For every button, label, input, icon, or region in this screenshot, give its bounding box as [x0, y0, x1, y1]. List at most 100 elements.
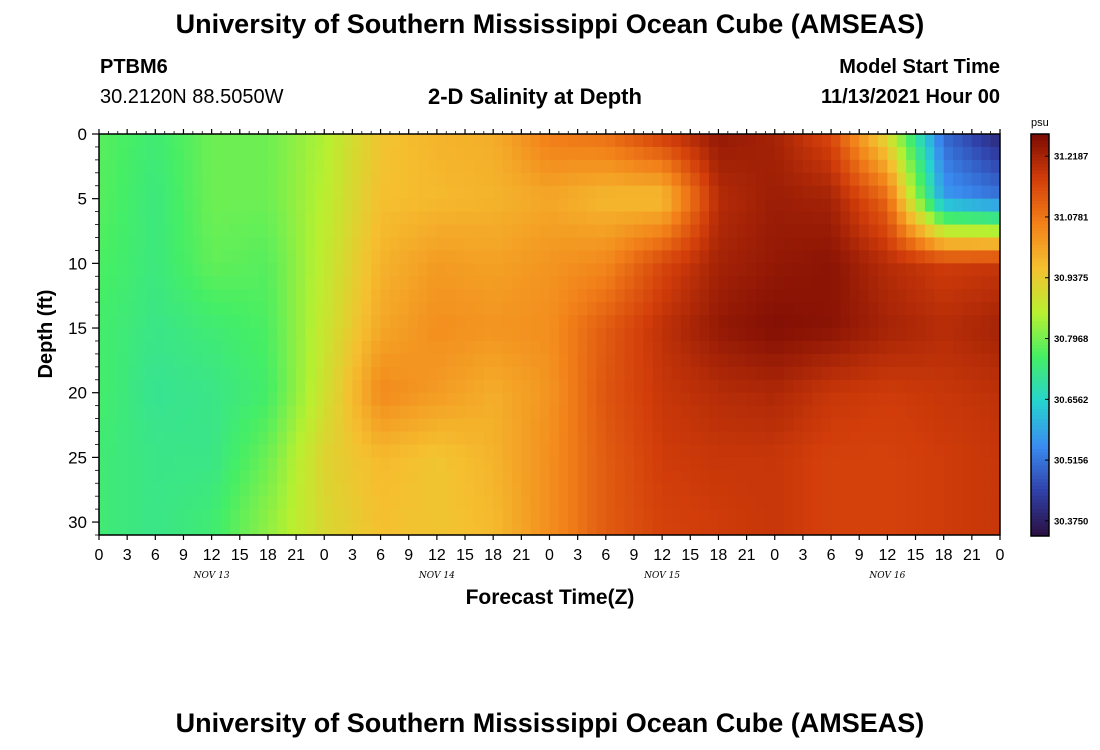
heatmap-cell	[868, 198, 879, 213]
heatmap-cell	[821, 250, 832, 264]
heatmap-cell	[530, 405, 541, 420]
heatmap-cell	[887, 418, 898, 433]
heatmap-cell	[540, 405, 551, 420]
heatmap-cell	[877, 315, 888, 329]
heatmap-cell	[577, 431, 588, 446]
heatmap-cell	[680, 470, 691, 484]
heatmap-cell	[596, 185, 607, 200]
heatmap-cell	[727, 250, 738, 264]
heatmap-cell	[286, 328, 297, 342]
heatmap-cell	[446, 289, 457, 303]
heatmap-cell	[868, 315, 879, 329]
heatmap-cell	[971, 405, 982, 420]
heatmap-cell	[371, 146, 382, 161]
heatmap-cell	[671, 444, 682, 458]
heatmap-cell	[821, 431, 832, 446]
heatmap-cell	[286, 431, 297, 446]
heatmap-cell	[643, 146, 654, 161]
heatmap-cell	[465, 146, 476, 161]
heatmap-cell	[587, 211, 598, 226]
heatmap-cell	[558, 198, 569, 213]
heatmap-cell	[465, 276, 476, 290]
heatmap-cell	[924, 237, 935, 252]
heatmap-cell	[709, 418, 720, 433]
heatmap-cell	[709, 431, 720, 446]
heatmap-cell	[971, 211, 982, 226]
station-coordinates: 30.2120N 88.5050W	[100, 86, 284, 108]
heatmap-cell	[953, 211, 964, 226]
heatmap-cell	[511, 198, 522, 213]
heatmap-cell	[155, 431, 166, 446]
colorbar-segment	[1031, 140, 1049, 145]
heatmap-cell	[511, 340, 522, 355]
heatmap-cell	[221, 315, 231, 329]
heatmap-cell	[380, 431, 391, 446]
heatmap-cell	[352, 328, 363, 342]
heatmap-cell	[840, 237, 851, 252]
heatmap-cell	[915, 444, 926, 458]
heatmap-cell	[849, 302, 860, 316]
heatmap-cell	[389, 496, 400, 510]
heatmap-cell	[615, 418, 626, 433]
heatmap-cell	[624, 379, 635, 394]
heatmap-cell	[324, 289, 335, 303]
heatmap-cell	[258, 224, 269, 239]
heatmap-cell	[906, 444, 917, 458]
heatmap-cell	[408, 250, 419, 264]
heatmap-cell	[577, 198, 588, 213]
heatmap-cell	[709, 366, 720, 381]
heatmap-cell	[399, 211, 410, 226]
heatmap-cell	[455, 172, 466, 187]
heatmap-cell	[737, 418, 748, 433]
heatmap-cell	[896, 289, 907, 303]
heatmap-cell	[258, 315, 269, 329]
heatmap-cell	[483, 483, 494, 497]
heatmap-cell	[943, 250, 954, 264]
heatmap-cell	[136, 496, 147, 510]
heatmap-cell	[718, 250, 729, 264]
heatmap-cell	[418, 146, 429, 161]
x-tick-label: 18	[484, 547, 502, 564]
heatmap-cell	[249, 509, 260, 523]
heatmap-cell	[249, 159, 260, 174]
heatmap-cell	[455, 185, 466, 200]
heatmap-cell	[296, 328, 307, 342]
heatmap-cell	[221, 483, 231, 497]
heatmap-cell	[568, 302, 579, 316]
heatmap-cell	[990, 172, 1000, 187]
heatmap-cell	[765, 496, 776, 510]
heatmap-cell	[174, 483, 185, 497]
heatmap-cell	[286, 211, 297, 226]
heatmap-cell	[774, 237, 785, 252]
heatmap-cell	[859, 185, 870, 200]
heatmap-cell	[493, 134, 504, 148]
heatmap-cell	[380, 483, 391, 497]
heatmap-cell	[455, 405, 466, 420]
heatmap-cell	[183, 392, 194, 407]
heatmap-cell	[136, 134, 147, 148]
heatmap-cell	[436, 134, 447, 148]
heatmap-cell	[662, 263, 673, 277]
heatmap-cell	[962, 159, 973, 174]
heatmap-cell	[812, 509, 823, 523]
heatmap-cell	[577, 340, 588, 355]
heatmap-cell	[427, 315, 438, 329]
heatmap-cell	[277, 315, 288, 329]
heatmap-cell	[718, 185, 729, 200]
heatmap-cell	[558, 172, 569, 187]
heatmap-cell	[596, 146, 607, 161]
heatmap-cell	[849, 509, 860, 523]
heatmap-cell	[99, 444, 109, 458]
heatmap-cell	[774, 392, 785, 407]
heatmap-cell	[624, 315, 635, 329]
heatmap-cell	[267, 198, 278, 213]
heatmap-cell	[943, 483, 954, 497]
heatmap-cell	[493, 198, 504, 213]
heatmap-cell	[840, 250, 851, 264]
heatmap-cell	[896, 224, 907, 239]
heatmap-cell	[971, 340, 982, 355]
heatmap-cell	[633, 470, 644, 484]
heatmap-cell	[896, 431, 907, 446]
heatmap-cell	[802, 134, 813, 148]
heatmap-cell	[455, 483, 466, 497]
